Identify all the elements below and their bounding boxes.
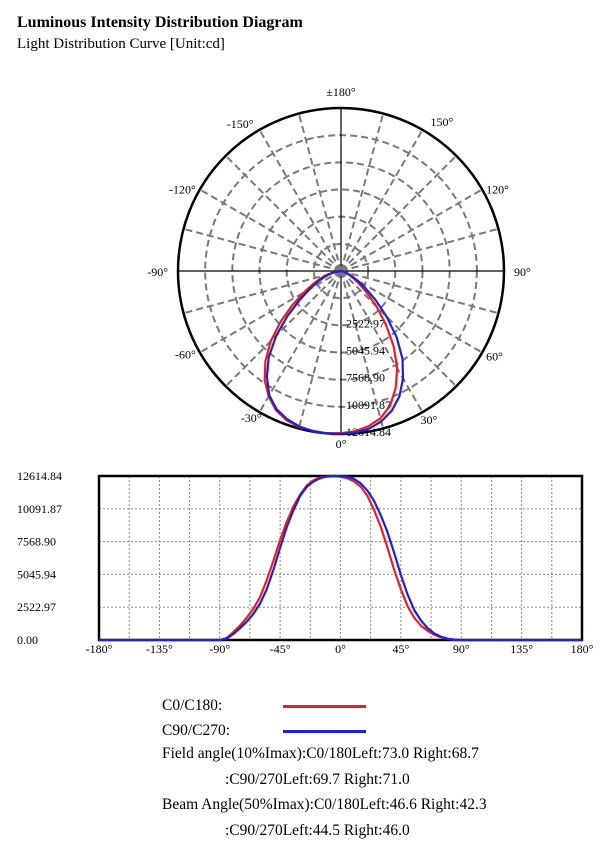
polar-grid-spoke — [199, 188, 342, 272]
polar-grid-spoke — [225, 270, 342, 387]
polar-series-c90-c270 — [265, 269, 405, 435]
polar-radial-label: 5045.94 — [346, 344, 385, 358]
x-tick-label: -180° — [86, 642, 113, 656]
polar-radial-label: 2522.97 — [346, 316, 385, 330]
x-tick-label: 135° — [510, 642, 533, 656]
cartesian-series-c90-c270 — [99, 474, 582, 642]
polar-radial-label: 12614.84 — [346, 425, 391, 439]
polar-grid-spoke — [258, 270, 342, 413]
polar-chart: ±180° 150° 120° 90° 60° 30° 0° -30° -60° -90° -120… — [147, 85, 531, 451]
polar-angle-label: -120° — [169, 183, 196, 197]
x-tick-label: -90° — [209, 642, 230, 656]
x-tick-label: 180° — [571, 642, 594, 656]
polar-grid-spoke — [340, 129, 424, 272]
polar-angle-label: 60° — [486, 350, 503, 364]
polar-grid-spoke — [340, 113, 385, 272]
polar-angle-label: 90° — [514, 265, 531, 279]
polar-grid-spoke — [297, 113, 342, 272]
polar-grid-spoke — [258, 129, 342, 272]
polar-angle-label: 120° — [486, 183, 509, 197]
y-tick-label: 0.00 — [17, 633, 38, 647]
y-tick-label: 7568.90 — [17, 535, 56, 549]
polar-grid-spoke — [340, 270, 385, 429]
polar-grid-spoke — [340, 270, 483, 354]
polar-grid-spoke — [340, 188, 483, 272]
y-tick-label: 2522.97 — [17, 600, 56, 614]
polar-angle-label: 0° — [336, 437, 347, 451]
polar-angle-label: -60° — [175, 348, 196, 362]
y-tick-label: 10091.87 — [17, 502, 62, 516]
polar-grid-spoke — [340, 270, 457, 387]
polar-grid-spoke — [183, 227, 342, 272]
polar-grid-spoke — [340, 227, 499, 272]
polar-angle-label: 150° — [431, 115, 454, 129]
polar-grid-spoke — [340, 270, 424, 413]
x-tick-label: 0° — [335, 642, 346, 656]
polar-angle-label: -150° — [227, 117, 254, 131]
polar-grid-spoke — [183, 270, 342, 315]
y-tick-label: 12614.84 — [17, 469, 62, 483]
x-tick-label: 45° — [392, 642, 409, 656]
x-tick-label: 90° — [453, 642, 470, 656]
field-angle-c90: :C90/270Left:69.7 Right:71.0 — [225, 771, 410, 788]
page-title: Luminous Intensity Distribution Diagram — [17, 14, 303, 31]
polar-grid-spoke — [297, 270, 342, 429]
y-tick-label: 5045.94 — [17, 567, 56, 581]
x-tick-label: -45° — [270, 642, 291, 656]
page-subtitle: Light Distribution Curve [Unit:cd] — [17, 36, 225, 52]
polar-angle-label: 30° — [421, 413, 438, 427]
x-tick-label: -135° — [146, 642, 173, 656]
polar-radial-label: 7568.90 — [346, 371, 385, 385]
polar-grid-spoke — [340, 155, 457, 272]
polar-grid-spoke — [340, 270, 499, 315]
beam-angle-c0: Beam Angle(50%Imax):C0/180Left:46.6 Righ… — [162, 796, 487, 813]
polar-grid-spoke — [225, 155, 342, 272]
polar-grid-spoke — [199, 270, 342, 354]
polar-radial-label: 10091.87 — [346, 398, 391, 412]
beam-angle-c90: :C90/270Left:44.5 Right:46.0 — [225, 822, 410, 839]
field-angle-c0: Field angle(10%Imax):C0/180Left:73.0 Rig… — [162, 745, 479, 762]
polar-angle-label: ±180° — [326, 85, 356, 99]
polar-angle-label: -90° — [147, 265, 168, 279]
polar-angle-label: -30° — [241, 411, 262, 425]
